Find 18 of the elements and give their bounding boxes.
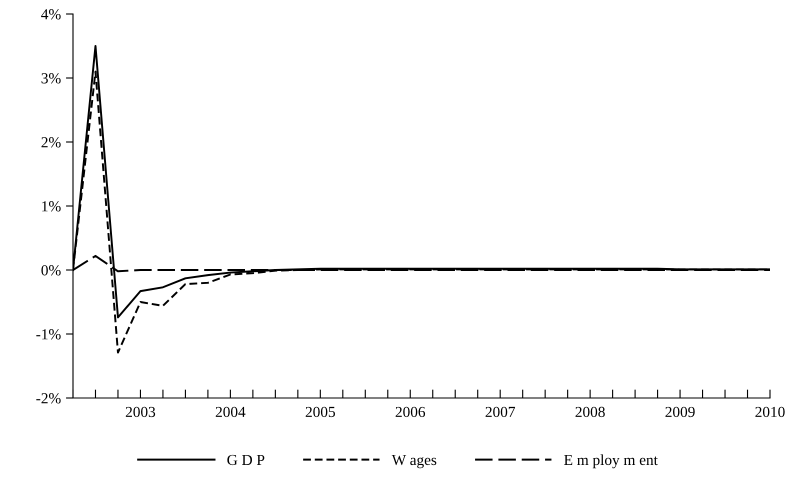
x-tick-label: 2008 — [576, 406, 605, 418]
x-tick-label: 2004 — [216, 406, 246, 418]
y-tick-label: 4% — [41, 9, 61, 20]
x-tick-label: 2009 — [665, 406, 695, 418]
x-tick-label: 2003 — [126, 406, 156, 418]
x-tick-label: 2010 — [755, 406, 785, 418]
y-tick-label: -2% — [36, 393, 61, 404]
y-tick-label: -1% — [36, 329, 61, 340]
x-tick-label: 2006 — [396, 406, 426, 418]
legend-label: G D P — [227, 454, 264, 466]
y-tick-label: 3% — [42, 73, 61, 84]
y-tick-label: 1% — [42, 201, 61, 212]
legend-label: W ages — [392, 454, 436, 468]
x-tick-label: 2005 — [306, 406, 336, 418]
y-tick-label: 2% — [42, 137, 61, 148]
y-tick-label: 0% — [41, 265, 61, 276]
x-tick-label: 2007 — [486, 406, 516, 418]
legend-label: E m ploy m ent — [564, 454, 658, 468]
